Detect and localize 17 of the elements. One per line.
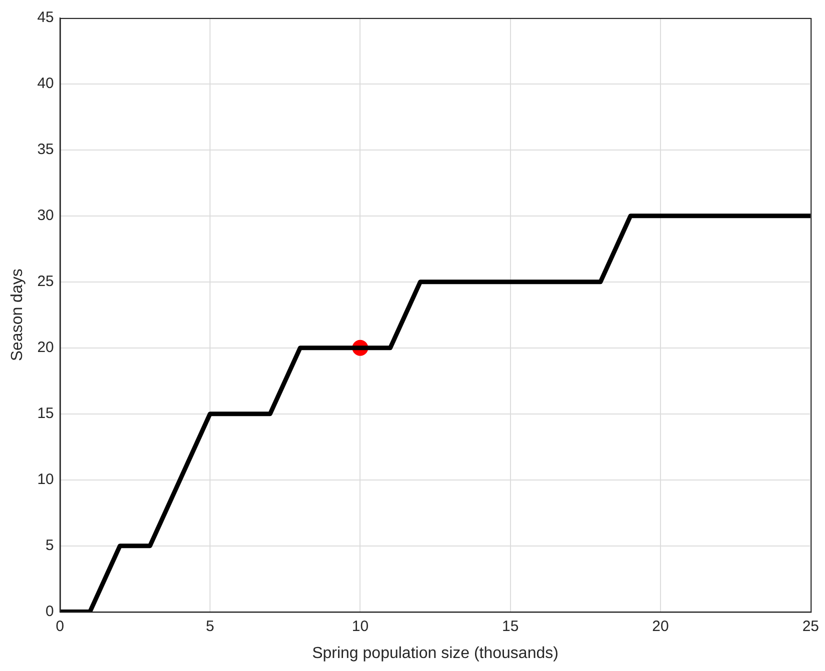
x-tick-label: 15 — [502, 618, 519, 635]
x-tick-label: 5 — [206, 618, 214, 635]
y-tick-label: 10 — [37, 470, 54, 488]
y-tick-label: 45 — [37, 9, 54, 26]
y-tick-label: 35 — [37, 141, 54, 158]
y-tick-label: 5 — [46, 536, 54, 554]
y-axis-title: Season days — [9, 268, 26, 362]
y-tick-label: 40 — [37, 75, 54, 92]
y-tick-label: 25 — [37, 273, 54, 290]
x-axis-title: Spring population size (thousands) — [312, 644, 558, 662]
y-tick-label: 15 — [37, 405, 54, 422]
y-tick-label: 30 — [37, 207, 54, 224]
y-tick-label: 20 — [37, 339, 54, 356]
x-tick-label: 10 — [352, 618, 369, 635]
x-tick-label: 20 — [652, 618, 669, 635]
y-tick-label: 0 — [46, 602, 54, 620]
x-tick-label: 25 — [802, 618, 819, 635]
